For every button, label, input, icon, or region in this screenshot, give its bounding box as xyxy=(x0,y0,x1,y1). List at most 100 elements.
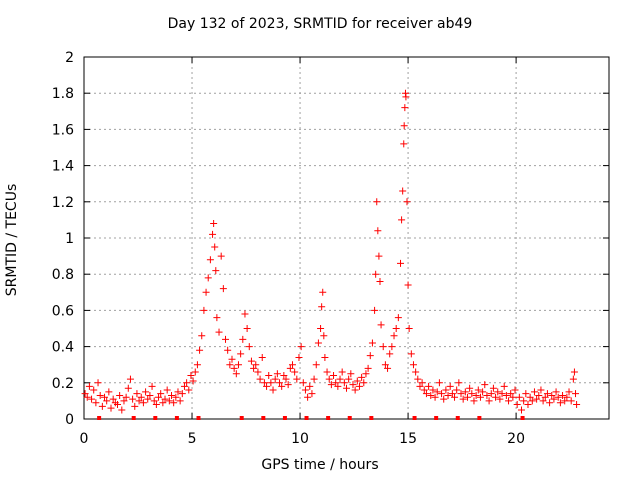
data-point xyxy=(418,379,426,387)
data-point xyxy=(237,350,245,358)
data-point xyxy=(487,390,495,398)
data-point xyxy=(556,399,564,407)
data-point xyxy=(81,390,89,398)
data-point xyxy=(376,277,384,285)
data-point xyxy=(399,187,407,195)
data-point xyxy=(318,303,326,311)
data-point xyxy=(120,397,128,405)
data-point xyxy=(301,386,309,394)
data-point xyxy=(470,397,478,405)
data-point xyxy=(198,332,206,340)
data-point xyxy=(371,306,379,314)
data-point xyxy=(299,379,307,387)
data-point xyxy=(204,274,212,282)
data-point xyxy=(183,379,191,387)
data-point xyxy=(260,379,268,387)
data-point xyxy=(561,397,569,405)
data-point xyxy=(505,397,513,405)
gap-marker xyxy=(347,416,352,420)
data-point xyxy=(133,390,141,398)
data-point xyxy=(297,343,305,351)
data-point xyxy=(347,370,355,378)
data-point xyxy=(288,361,296,369)
data-point xyxy=(83,393,91,401)
data-point xyxy=(524,401,532,409)
data-point xyxy=(400,122,408,130)
data-point xyxy=(372,270,380,278)
data-point xyxy=(150,397,158,405)
data-point xyxy=(282,375,290,383)
data-point xyxy=(258,353,266,361)
data-point xyxy=(401,104,409,112)
data-point xyxy=(422,390,430,398)
x-tick-label: 20 xyxy=(507,431,525,447)
data-point xyxy=(362,370,370,378)
data-point xyxy=(435,379,443,387)
y-tick-label: 0.8 xyxy=(52,267,74,283)
data-point xyxy=(213,314,221,322)
data-point xyxy=(98,402,106,410)
grid-lines xyxy=(84,57,609,419)
data-point xyxy=(440,395,448,403)
data-point xyxy=(425,382,433,390)
data-point xyxy=(243,325,251,332)
data-point xyxy=(152,401,160,409)
data-point xyxy=(286,364,294,372)
data-point xyxy=(293,375,301,383)
data-point xyxy=(267,379,275,387)
data-point xyxy=(360,379,368,387)
data-point xyxy=(265,372,273,380)
data-point xyxy=(353,377,361,385)
gap-marker xyxy=(282,416,287,420)
data-point xyxy=(323,368,331,376)
data-point xyxy=(107,404,115,412)
data-point xyxy=(306,382,314,390)
data-point xyxy=(245,343,253,351)
data-point xyxy=(113,401,121,409)
data-point xyxy=(165,397,173,405)
data-point xyxy=(481,381,489,389)
data-point xyxy=(224,346,232,354)
data-point xyxy=(155,393,163,401)
data-point xyxy=(463,393,471,401)
data-point xyxy=(535,391,543,399)
data-point xyxy=(565,388,573,396)
data-point xyxy=(131,402,139,410)
data-point xyxy=(552,388,560,396)
data-point xyxy=(291,368,299,376)
data-point xyxy=(343,384,350,392)
data-point xyxy=(230,364,238,372)
data-point xyxy=(548,391,556,399)
data-point xyxy=(212,267,220,275)
gap-marker xyxy=(196,416,201,420)
data-point xyxy=(550,395,558,403)
data-point xyxy=(226,361,234,369)
data-point xyxy=(526,393,534,401)
data-point xyxy=(273,370,281,378)
data-point xyxy=(451,393,459,401)
data-point xyxy=(351,386,359,394)
data-point xyxy=(559,391,567,399)
data-point xyxy=(404,281,412,289)
data-point xyxy=(496,395,504,403)
data-point xyxy=(196,346,204,354)
data-point xyxy=(438,390,446,398)
data-point xyxy=(427,391,435,399)
data-point xyxy=(381,361,389,369)
data-point xyxy=(256,375,264,383)
data-point xyxy=(310,375,318,383)
data-point xyxy=(364,364,372,372)
data-point xyxy=(252,361,260,369)
data-point xyxy=(522,390,530,398)
x-axis-label: GPS time / hours xyxy=(261,457,379,473)
data-point xyxy=(142,388,150,396)
data-point xyxy=(144,395,152,403)
data-point xyxy=(374,227,382,235)
data-point xyxy=(217,252,225,260)
data-point xyxy=(161,395,169,403)
data-point xyxy=(193,361,201,369)
data-point xyxy=(124,384,132,392)
data-point xyxy=(90,386,98,394)
data-point xyxy=(474,386,482,394)
data-point xyxy=(379,343,387,351)
